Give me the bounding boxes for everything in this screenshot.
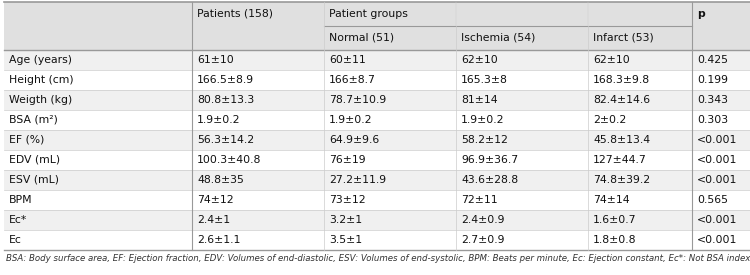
Bar xyxy=(4,70,750,90)
Text: 73±12: 73±12 xyxy=(329,195,366,205)
Bar xyxy=(4,26,192,50)
Text: 72±11: 72±11 xyxy=(461,195,498,205)
Text: 61±10: 61±10 xyxy=(197,55,234,65)
Text: 1.9±0.2: 1.9±0.2 xyxy=(329,115,373,125)
Bar xyxy=(4,110,750,130)
Text: 127±44.7: 127±44.7 xyxy=(593,155,646,165)
Text: <0.001: <0.001 xyxy=(697,215,737,225)
Text: BSA: Body surface area, EF: Ejection fraction, EDV: Volumes of end-diastolic, ES: BSA: Body surface area, EF: Ejection fra… xyxy=(6,254,750,263)
Bar xyxy=(192,26,324,50)
Text: Patient groups: Patient groups xyxy=(329,9,408,19)
Text: ESV (mL): ESV (mL) xyxy=(9,175,59,185)
Bar xyxy=(4,190,750,210)
Text: <0.001: <0.001 xyxy=(697,235,737,245)
Text: 43.6±28.8: 43.6±28.8 xyxy=(461,175,518,185)
Text: 0.303: 0.303 xyxy=(697,115,728,125)
Text: Ischemia (54): Ischemia (54) xyxy=(461,33,536,43)
Bar xyxy=(4,150,750,170)
Text: 2.4±0.9: 2.4±0.9 xyxy=(461,215,505,225)
Text: 78.7±10.9: 78.7±10.9 xyxy=(329,95,386,105)
Bar xyxy=(4,50,750,70)
Text: 168.3±9.8: 168.3±9.8 xyxy=(593,75,650,85)
Text: 0.425: 0.425 xyxy=(697,55,728,65)
Text: 100.3±40.8: 100.3±40.8 xyxy=(197,155,261,165)
Text: 58.2±12: 58.2±12 xyxy=(461,135,508,145)
Text: 48.8±35: 48.8±35 xyxy=(197,175,244,185)
Bar xyxy=(192,2,324,26)
Text: 56.3±14.2: 56.3±14.2 xyxy=(197,135,254,145)
Text: 0.565: 0.565 xyxy=(697,195,728,205)
Text: 74.8±39.2: 74.8±39.2 xyxy=(593,175,650,185)
Bar xyxy=(456,26,588,50)
Text: <0.001: <0.001 xyxy=(697,155,737,165)
Bar xyxy=(588,26,692,50)
Text: 1.8±0.8: 1.8±0.8 xyxy=(593,235,637,245)
Text: 1.9±0.2: 1.9±0.2 xyxy=(197,115,241,125)
Text: Ec*: Ec* xyxy=(9,215,27,225)
Bar xyxy=(324,26,456,50)
Text: Ec: Ec xyxy=(9,235,22,245)
Text: p: p xyxy=(697,9,705,19)
Text: EF (%): EF (%) xyxy=(9,135,44,145)
Text: 82.4±14.6: 82.4±14.6 xyxy=(593,95,650,105)
Text: Normal (51): Normal (51) xyxy=(329,33,394,43)
Text: 27.2±11.9: 27.2±11.9 xyxy=(329,175,386,185)
Text: 2.7±0.9: 2.7±0.9 xyxy=(461,235,505,245)
Text: 80.8±13.3: 80.8±13.3 xyxy=(197,95,254,105)
Text: BPM: BPM xyxy=(9,195,33,205)
Text: <0.001: <0.001 xyxy=(697,175,737,185)
Bar xyxy=(4,210,750,230)
Text: BSA (m²): BSA (m²) xyxy=(9,115,58,125)
Text: Weigth (kg): Weigth (kg) xyxy=(9,95,72,105)
Text: 2±0.2: 2±0.2 xyxy=(593,115,626,125)
Text: 96.9±36.7: 96.9±36.7 xyxy=(461,155,518,165)
Bar xyxy=(692,26,750,50)
Text: <0.001: <0.001 xyxy=(697,135,737,145)
Text: Age (years): Age (years) xyxy=(9,55,72,65)
Text: 3.2±1: 3.2±1 xyxy=(329,215,362,225)
Text: 74±14: 74±14 xyxy=(593,195,630,205)
Text: 60±11: 60±11 xyxy=(329,55,366,65)
Text: 0.199: 0.199 xyxy=(697,75,728,85)
Text: 1.6±0.7: 1.6±0.7 xyxy=(593,215,637,225)
Text: EDV (mL): EDV (mL) xyxy=(9,155,60,165)
Text: 1.9±0.2: 1.9±0.2 xyxy=(461,115,505,125)
Text: 3.5±1: 3.5±1 xyxy=(329,235,362,245)
Bar xyxy=(4,90,750,110)
Bar xyxy=(4,170,750,190)
Text: 2.4±1: 2.4±1 xyxy=(197,215,230,225)
Text: 0.343: 0.343 xyxy=(697,95,728,105)
Text: 76±19: 76±19 xyxy=(329,155,366,165)
Text: 62±10: 62±10 xyxy=(461,55,498,65)
Bar xyxy=(4,2,192,26)
Text: 81±14: 81±14 xyxy=(461,95,498,105)
Text: 45.8±13.4: 45.8±13.4 xyxy=(593,135,650,145)
Text: 166.5±8.9: 166.5±8.9 xyxy=(197,75,254,85)
Bar xyxy=(324,2,692,26)
Bar xyxy=(4,230,750,250)
Text: Height (cm): Height (cm) xyxy=(9,75,74,85)
Text: 64.9±9.6: 64.9±9.6 xyxy=(329,135,380,145)
Text: Infarct (53): Infarct (53) xyxy=(593,33,654,43)
Bar xyxy=(4,130,750,150)
Text: 165.3±8: 165.3±8 xyxy=(461,75,508,85)
Text: 2.6±1.1: 2.6±1.1 xyxy=(197,235,240,245)
Bar xyxy=(692,2,750,26)
Text: Patients (158): Patients (158) xyxy=(197,9,273,19)
Text: 62±10: 62±10 xyxy=(593,55,630,65)
Text: 166±8.7: 166±8.7 xyxy=(329,75,376,85)
Text: 74±12: 74±12 xyxy=(197,195,234,205)
